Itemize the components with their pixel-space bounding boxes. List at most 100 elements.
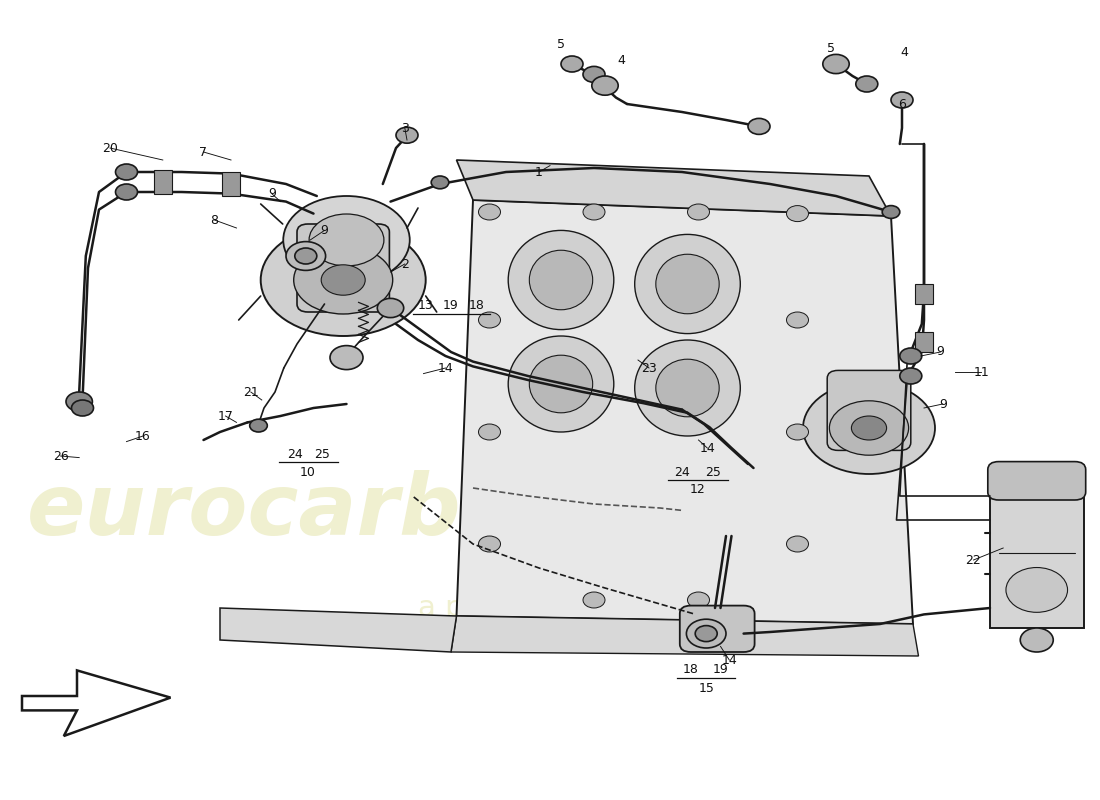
Text: 8: 8 (210, 214, 219, 226)
Text: 3: 3 (400, 122, 409, 134)
Text: 6: 6 (898, 98, 906, 110)
Circle shape (891, 92, 913, 108)
Polygon shape (456, 160, 891, 216)
Circle shape (583, 204, 605, 220)
Circle shape (686, 619, 726, 648)
Ellipse shape (635, 340, 740, 436)
Text: 17: 17 (218, 410, 233, 422)
Text: 11: 11 (974, 366, 989, 378)
Text: 10: 10 (300, 466, 316, 478)
Polygon shape (220, 608, 456, 652)
Text: 1: 1 (535, 166, 543, 178)
Text: 22: 22 (966, 554, 981, 566)
Text: 9: 9 (267, 187, 276, 200)
Text: 16: 16 (135, 430, 151, 442)
Text: 14: 14 (700, 442, 715, 454)
Circle shape (250, 419, 267, 432)
Text: 18: 18 (469, 299, 484, 312)
Circle shape (295, 248, 317, 264)
Circle shape (478, 204, 500, 220)
Text: 9: 9 (320, 224, 329, 237)
Circle shape (66, 392, 92, 411)
Circle shape (1021, 628, 1054, 652)
Circle shape (688, 592, 710, 608)
Text: 14: 14 (722, 654, 737, 666)
FancyBboxPatch shape (680, 606, 755, 652)
Text: 26: 26 (53, 450, 68, 462)
Text: 25: 25 (315, 448, 330, 461)
Bar (915, 332, 933, 352)
Circle shape (695, 626, 717, 642)
Circle shape (786, 424, 808, 440)
Text: 24: 24 (674, 466, 690, 478)
Text: 19: 19 (443, 299, 459, 312)
Ellipse shape (529, 355, 593, 413)
Ellipse shape (635, 234, 740, 334)
Circle shape (396, 127, 418, 143)
Circle shape (786, 536, 808, 552)
Ellipse shape (508, 336, 614, 432)
Ellipse shape (294, 246, 393, 314)
Circle shape (823, 54, 849, 74)
Text: 2: 2 (400, 258, 409, 270)
Polygon shape (456, 200, 913, 624)
Text: eurocarbons: eurocarbons (26, 470, 634, 554)
Circle shape (478, 424, 500, 440)
Text: 12: 12 (690, 483, 705, 496)
Polygon shape (22, 670, 170, 736)
Ellipse shape (829, 401, 909, 455)
Circle shape (748, 118, 770, 134)
Circle shape (592, 76, 618, 95)
Circle shape (116, 184, 138, 200)
Text: 23: 23 (641, 362, 657, 374)
Text: 18: 18 (683, 663, 698, 676)
FancyBboxPatch shape (827, 370, 911, 450)
Text: 4: 4 (617, 54, 626, 66)
Circle shape (688, 204, 710, 220)
Text: a passion since 1985: a passion since 1985 (418, 594, 726, 622)
Circle shape (786, 312, 808, 328)
Text: 25: 25 (705, 466, 720, 478)
Polygon shape (451, 616, 918, 656)
Text: 19: 19 (713, 663, 728, 676)
Circle shape (478, 312, 500, 328)
Ellipse shape (284, 196, 409, 284)
Circle shape (882, 206, 900, 218)
Bar (915, 284, 933, 304)
Circle shape (900, 368, 922, 384)
Circle shape (431, 176, 449, 189)
Text: 20: 20 (102, 142, 118, 154)
Circle shape (478, 536, 500, 552)
Text: 13: 13 (418, 299, 433, 312)
Circle shape (583, 66, 605, 82)
Ellipse shape (321, 265, 365, 295)
Circle shape (561, 56, 583, 72)
Text: 14: 14 (438, 362, 453, 374)
Text: 9: 9 (938, 398, 947, 410)
Bar (222, 172, 240, 196)
Ellipse shape (529, 250, 593, 310)
Text: 7: 7 (199, 146, 208, 158)
Ellipse shape (309, 214, 384, 266)
Circle shape (116, 164, 138, 180)
Ellipse shape (803, 382, 935, 474)
Polygon shape (990, 492, 1084, 628)
Circle shape (856, 76, 878, 92)
FancyBboxPatch shape (297, 224, 389, 312)
Text: 15: 15 (698, 682, 714, 694)
Text: 24: 24 (287, 448, 303, 461)
Circle shape (286, 242, 326, 270)
Ellipse shape (851, 416, 887, 440)
Ellipse shape (656, 359, 719, 417)
Text: 5: 5 (557, 38, 565, 50)
Ellipse shape (508, 230, 614, 330)
Circle shape (330, 346, 363, 370)
Circle shape (72, 400, 94, 416)
Circle shape (583, 592, 605, 608)
Text: 5: 5 (826, 42, 835, 54)
Circle shape (900, 348, 922, 364)
Circle shape (786, 206, 808, 222)
Text: 4: 4 (900, 46, 909, 58)
Ellipse shape (261, 224, 426, 336)
Circle shape (377, 298, 404, 318)
